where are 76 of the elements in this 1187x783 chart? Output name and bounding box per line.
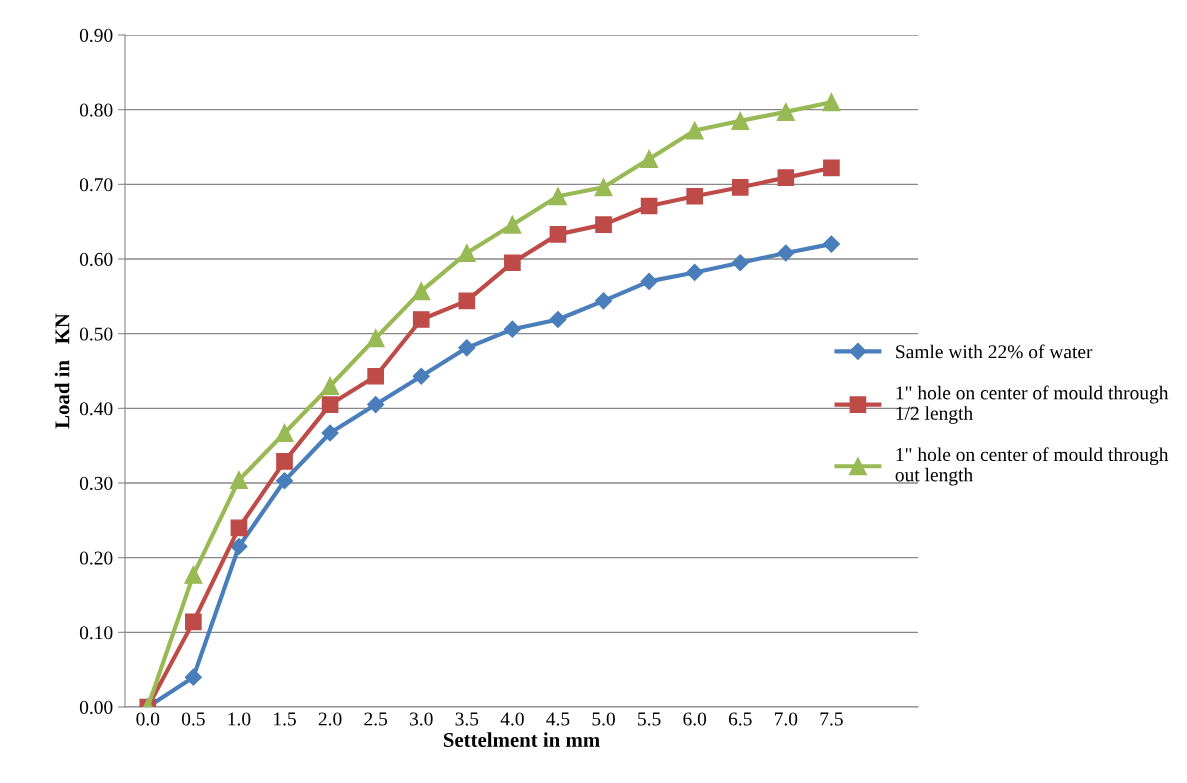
x-tick-label: 5.0 <box>592 712 615 726</box>
y-tick-label: 0.20 <box>79 551 113 565</box>
point <box>777 244 795 262</box>
x-tick-label: 3.5 <box>455 712 479 726</box>
point <box>184 668 202 686</box>
point <box>458 292 476 310</box>
point <box>230 537 248 556</box>
x-tick-label: 0.0 <box>136 712 160 726</box>
legend-label: Samle with 22% of water <box>896 344 1093 359</box>
y-tick-label: 0.60 <box>79 252 113 267</box>
point <box>367 396 385 414</box>
legend-label: 1" hole on center of mould through 1/2 length <box>896 385 1169 424</box>
point <box>185 613 202 631</box>
point <box>321 424 339 442</box>
y-tick-label: 0.50 <box>79 327 113 341</box>
point <box>458 339 476 357</box>
x-tick-label: 6.5 <box>728 712 752 726</box>
x-tick-label: 7.5 <box>820 712 843 726</box>
point <box>686 263 704 281</box>
x-tick-label: 0.5 <box>181 712 205 726</box>
x-tick-label: 1.5 <box>274 712 296 726</box>
point <box>367 367 384 385</box>
point <box>457 243 476 263</box>
point <box>230 519 248 537</box>
point <box>548 187 567 206</box>
x-axis-title: Settelment in mm <box>443 732 600 747</box>
point <box>503 215 522 234</box>
point <box>229 470 248 490</box>
point <box>686 187 704 205</box>
point <box>731 178 749 196</box>
y-tick-label: 0.80 <box>79 103 113 117</box>
point <box>412 367 430 385</box>
point <box>594 292 613 310</box>
point <box>321 396 339 413</box>
point <box>640 197 658 215</box>
x-tick-label: 7.0 <box>774 712 798 726</box>
x-tick-label: 5.5 <box>638 712 661 726</box>
point <box>594 178 613 197</box>
y-axis-title: Load in KN <box>54 313 70 429</box>
x-tick-label: 2.5 <box>364 712 388 726</box>
x-tick-label: 1.0 <box>228 712 251 726</box>
x-tick-label: 3.0 <box>410 712 433 726</box>
x-tick-label: 6.0 <box>683 712 707 726</box>
point <box>823 159 840 177</box>
point <box>549 226 567 243</box>
point <box>276 453 293 470</box>
y-tick-label: 0.00 <box>79 700 113 715</box>
y-tick-label: 0.40 <box>79 402 113 416</box>
y-tick-label: 0.30 <box>79 476 113 491</box>
legend-label: 1" hole on center of mould through out length <box>895 447 1169 486</box>
point <box>822 235 840 253</box>
point <box>321 376 340 395</box>
point <box>640 272 658 290</box>
y-tick-label: 0.70 <box>79 178 113 192</box>
point <box>412 282 431 301</box>
point <box>412 311 430 328</box>
point <box>776 102 795 121</box>
y-tick-label: 0.10 <box>79 626 113 640</box>
point <box>184 565 203 584</box>
point <box>777 169 795 186</box>
point <box>275 472 294 490</box>
point <box>731 254 749 272</box>
point <box>503 320 521 338</box>
point <box>504 254 521 272</box>
point <box>549 310 567 329</box>
x-tick-label: 4.5 <box>546 712 570 726</box>
y-tick-label: 0.90 <box>79 28 113 43</box>
point <box>685 121 704 140</box>
point <box>822 93 841 112</box>
point <box>275 423 294 443</box>
point <box>595 216 612 233</box>
x-tick-label: 2.0 <box>318 712 342 726</box>
point <box>366 329 385 348</box>
point <box>731 111 750 130</box>
point <box>640 149 659 168</box>
x-tick-label: 4.0 <box>500 712 524 726</box>
